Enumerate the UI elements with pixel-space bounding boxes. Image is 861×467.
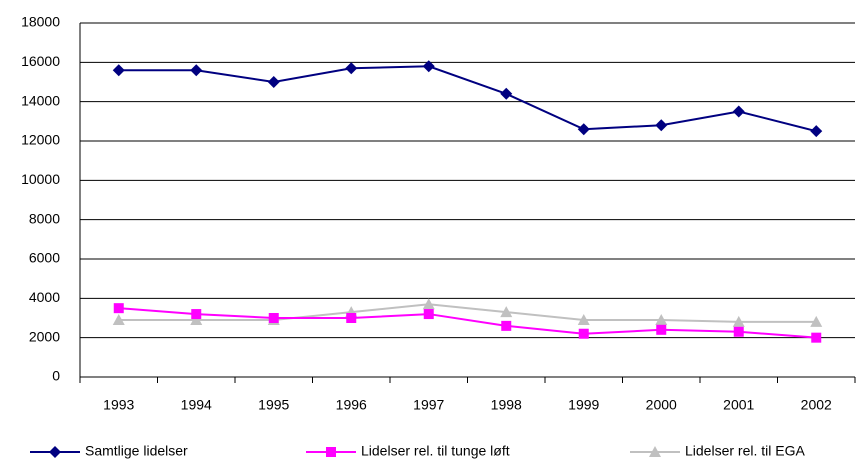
legend-label: Samtlige lidelser [85, 443, 188, 459]
marker [810, 315, 823, 327]
marker [267, 76, 280, 88]
marker [810, 125, 823, 138]
series-line [118, 65, 817, 133]
marker [577, 313, 590, 325]
marker [268, 313, 279, 323]
y-tick-label: 12000 [21, 132, 60, 148]
x-tick-label: 1999 [568, 397, 599, 413]
marker [578, 328, 589, 339]
marker [422, 60, 435, 73]
y-tick-label: 6000 [29, 250, 60, 266]
marker [649, 446, 661, 457]
marker [49, 446, 61, 458]
series-line [118, 303, 817, 323]
marker [655, 119, 668, 132]
y-tick-label: 10000 [21, 171, 60, 187]
legend-label: Lidelser rel. til EGA [685, 443, 805, 459]
x-tick-label: 1998 [491, 397, 522, 413]
marker [112, 313, 125, 325]
marker [191, 309, 202, 320]
marker [113, 303, 124, 314]
marker [732, 315, 745, 327]
marker [733, 326, 744, 337]
marker [811, 332, 822, 343]
marker [422, 298, 435, 310]
x-tick-label: 1994 [181, 397, 212, 413]
marker [577, 123, 590, 136]
series-line [118, 307, 817, 339]
x-tick-label: 1996 [336, 397, 367, 413]
y-tick-label: 8000 [29, 210, 60, 226]
marker [500, 87, 513, 100]
x-tick-label: 2001 [723, 397, 754, 413]
x-tick-label: 1993 [103, 397, 134, 413]
marker [346, 313, 357, 323]
y-tick-label: 2000 [29, 328, 60, 344]
marker [112, 64, 125, 77]
x-tick-label: 1997 [413, 397, 444, 413]
y-tick-label: 16000 [21, 53, 60, 69]
marker [501, 320, 512, 331]
marker [423, 309, 434, 320]
marker [190, 313, 203, 325]
marker [655, 313, 668, 325]
legend-label: Lidelser rel. til tunge løft [361, 443, 510, 459]
x-tick-label: 2000 [646, 397, 677, 413]
x-tick-label: 2002 [801, 397, 832, 413]
marker [656, 324, 667, 335]
marker [345, 62, 358, 75]
x-tick-label: 1995 [258, 397, 289, 413]
y-tick-label: 0 [52, 368, 60, 384]
marker [326, 447, 336, 457]
marker [500, 306, 513, 318]
y-tick-label: 4000 [29, 289, 60, 305]
y-tick-label: 18000 [21, 14, 60, 30]
y-tick-label: 14000 [21, 92, 60, 108]
marker [190, 64, 203, 77]
marker [732, 105, 745, 118]
